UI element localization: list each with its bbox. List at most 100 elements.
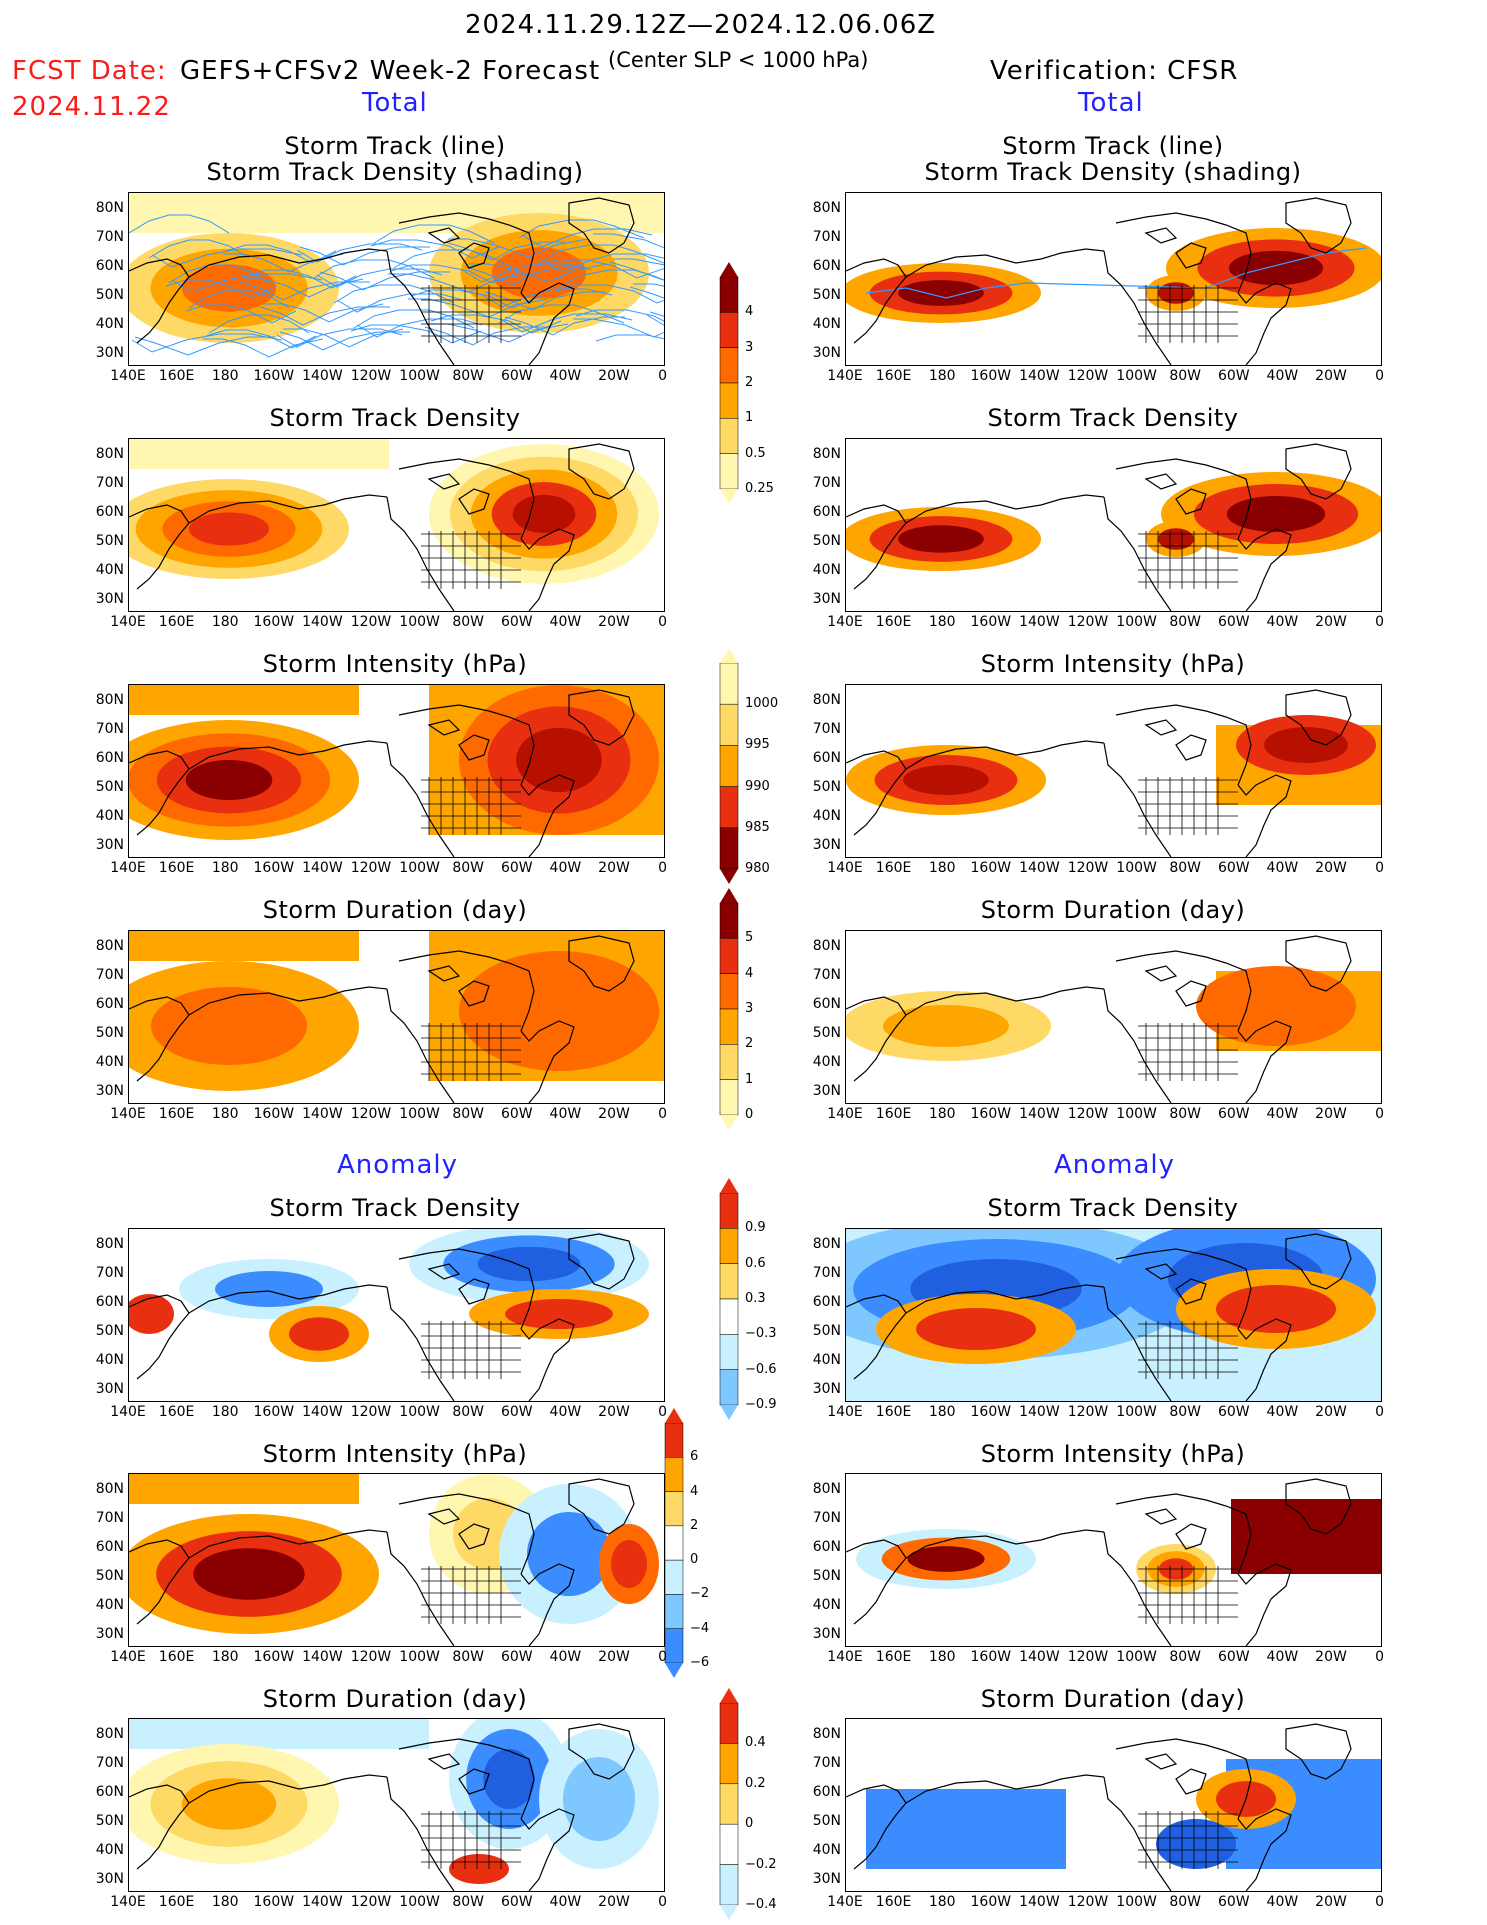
lat-label: 60N: [812, 504, 841, 520]
lon-label: 100W: [1116, 1106, 1157, 1122]
lon-label: 80W: [452, 614, 485, 630]
lon-label: 80W: [1169, 614, 1202, 630]
lat-label: 30N: [95, 345, 124, 361]
colorbar-duration-anom: 0.4 0.2 0 −0.2 −0.4: [715, 1688, 835, 1920]
lon-label: 20W: [598, 368, 630, 384]
lon-label: 120W: [350, 368, 392, 384]
title-anom-density-right: Storm Track Density: [987, 1194, 1239, 1222]
lon-label: 160W: [253, 1894, 295, 1910]
lon-label: 120W: [1067, 860, 1109, 876]
colorbar-label: −6: [690, 1655, 710, 1670]
map-shading: [129, 439, 659, 611]
lon-label: 160E: [158, 860, 195, 876]
lon-label: 120W: [1067, 1106, 1109, 1122]
lon-label: 0: [1375, 614, 1385, 630]
lon-label: 140E: [827, 1106, 863, 1122]
lon-label: 120W: [350, 614, 392, 630]
lon-label: 120W: [350, 1894, 392, 1910]
lat-label: 40N: [812, 1597, 841, 1613]
lon-label: 60W: [500, 614, 533, 630]
map-panel-intensity-verification: [845, 684, 1382, 858]
criterion-label: (Center SLP < 1000 hPa): [608, 48, 869, 72]
lat-label: 40N: [95, 562, 124, 578]
lon-label: 140W: [1019, 1404, 1060, 1420]
colorbar-swatches: [719, 1688, 739, 1920]
lat-label: 30N: [95, 837, 124, 853]
title-track-shading-left: Storm Track Density (shading): [206, 158, 584, 186]
colorbar-label: 0: [690, 1552, 699, 1568]
title-anom-duration-left: Storm Duration (day): [262, 1685, 528, 1713]
lat-label: 40N: [812, 562, 841, 578]
lon-label: 160W: [253, 1404, 295, 1420]
lat-label: 70N: [95, 1265, 124, 1281]
section-total-right: Total: [1078, 88, 1144, 118]
title-density-left: Storm Track Density: [269, 404, 521, 432]
colorbar-label: 3: [745, 1001, 754, 1016]
lon-label: 160W: [970, 860, 1012, 876]
lon-label: 0: [658, 368, 668, 384]
colorbar-label: −0.6: [745, 1361, 777, 1377]
coastlines: [846, 689, 1352, 857]
lon-label: 40W: [549, 1404, 582, 1420]
lon-label: 60W: [1217, 368, 1250, 384]
lat-label: 80N: [812, 938, 841, 954]
lon-label: 120W: [350, 1649, 392, 1665]
lon-label: 160E: [875, 860, 912, 876]
lon-label: 80W: [452, 1894, 485, 1910]
map-panel-track-forecast: [128, 192, 665, 366]
lon-label: 60W: [500, 1106, 533, 1122]
map-shading: [846, 689, 1381, 857]
lat-label: 80N: [95, 692, 124, 708]
colorbar-label: −0.9: [745, 1397, 777, 1412]
lon-label: 160W: [970, 368, 1012, 384]
lat-label: 40N: [95, 1597, 124, 1613]
lon-label: 0: [1375, 860, 1385, 876]
lon-label: 40W: [1266, 1106, 1299, 1122]
colorbar-intensity-anom: 6 4 2 0 −2 −4 −6: [660, 1408, 780, 1678]
coastlines: [846, 443, 1352, 611]
lon-label: 140E: [827, 614, 863, 630]
lon-label: 100W: [399, 860, 440, 876]
lon-label: 100W: [1116, 860, 1157, 876]
lat-label: 80N: [95, 1236, 124, 1252]
lon-label: 40W: [1266, 1649, 1299, 1665]
map-shading: [846, 197, 1381, 365]
lon-label: 140E: [110, 1404, 146, 1420]
lon-label: 60W: [500, 368, 533, 384]
lat-label: 60N: [812, 258, 841, 274]
lat-label: 30N: [95, 591, 124, 607]
lon-label: 100W: [399, 368, 440, 384]
colorbar-label: 5: [745, 930, 754, 946]
lon-label: 140E: [827, 1404, 863, 1420]
lon-label: 180: [928, 1894, 956, 1910]
coastlines: [129, 1233, 635, 1401]
map-shading: [129, 1719, 659, 1891]
lon-label: 140E: [110, 1894, 146, 1910]
lon-label: 80W: [1169, 1894, 1202, 1910]
colorbar-swatches: [719, 1178, 739, 1420]
lon-label: 160W: [253, 1106, 295, 1122]
lon-label: 160E: [158, 1894, 195, 1910]
lon-label: 40W: [549, 614, 582, 630]
map-panel-track-verification: [845, 192, 1382, 366]
lon-label: 0: [1375, 368, 1385, 384]
lat-label: 70N: [95, 1510, 124, 1526]
lon-label: 60W: [500, 1404, 533, 1420]
lon-label: 160E: [158, 1106, 195, 1122]
lon-label: 0: [658, 1894, 668, 1910]
coastlines: [129, 1723, 635, 1891]
colorbar-label: 0.3: [745, 1291, 766, 1306]
lon-label: 0: [1375, 1404, 1385, 1420]
colorbar-label: −4: [690, 1620, 710, 1636]
lon-label: 80W: [1169, 368, 1202, 384]
lon-label: 60W: [1217, 1894, 1250, 1910]
lon-label: 60W: [1217, 1106, 1250, 1122]
lon-label: 180: [928, 860, 956, 876]
lon-label: 60W: [500, 1894, 533, 1910]
map-shading: [129, 931, 664, 1103]
colorbar-density-total: 4 3 2 1 0.5 0.25: [715, 262, 835, 504]
lon-label: 140W: [302, 1404, 343, 1420]
lon-label: 120W: [1067, 1404, 1109, 1420]
lon-label: 180: [928, 1649, 956, 1665]
lat-label: 70N: [95, 967, 124, 983]
